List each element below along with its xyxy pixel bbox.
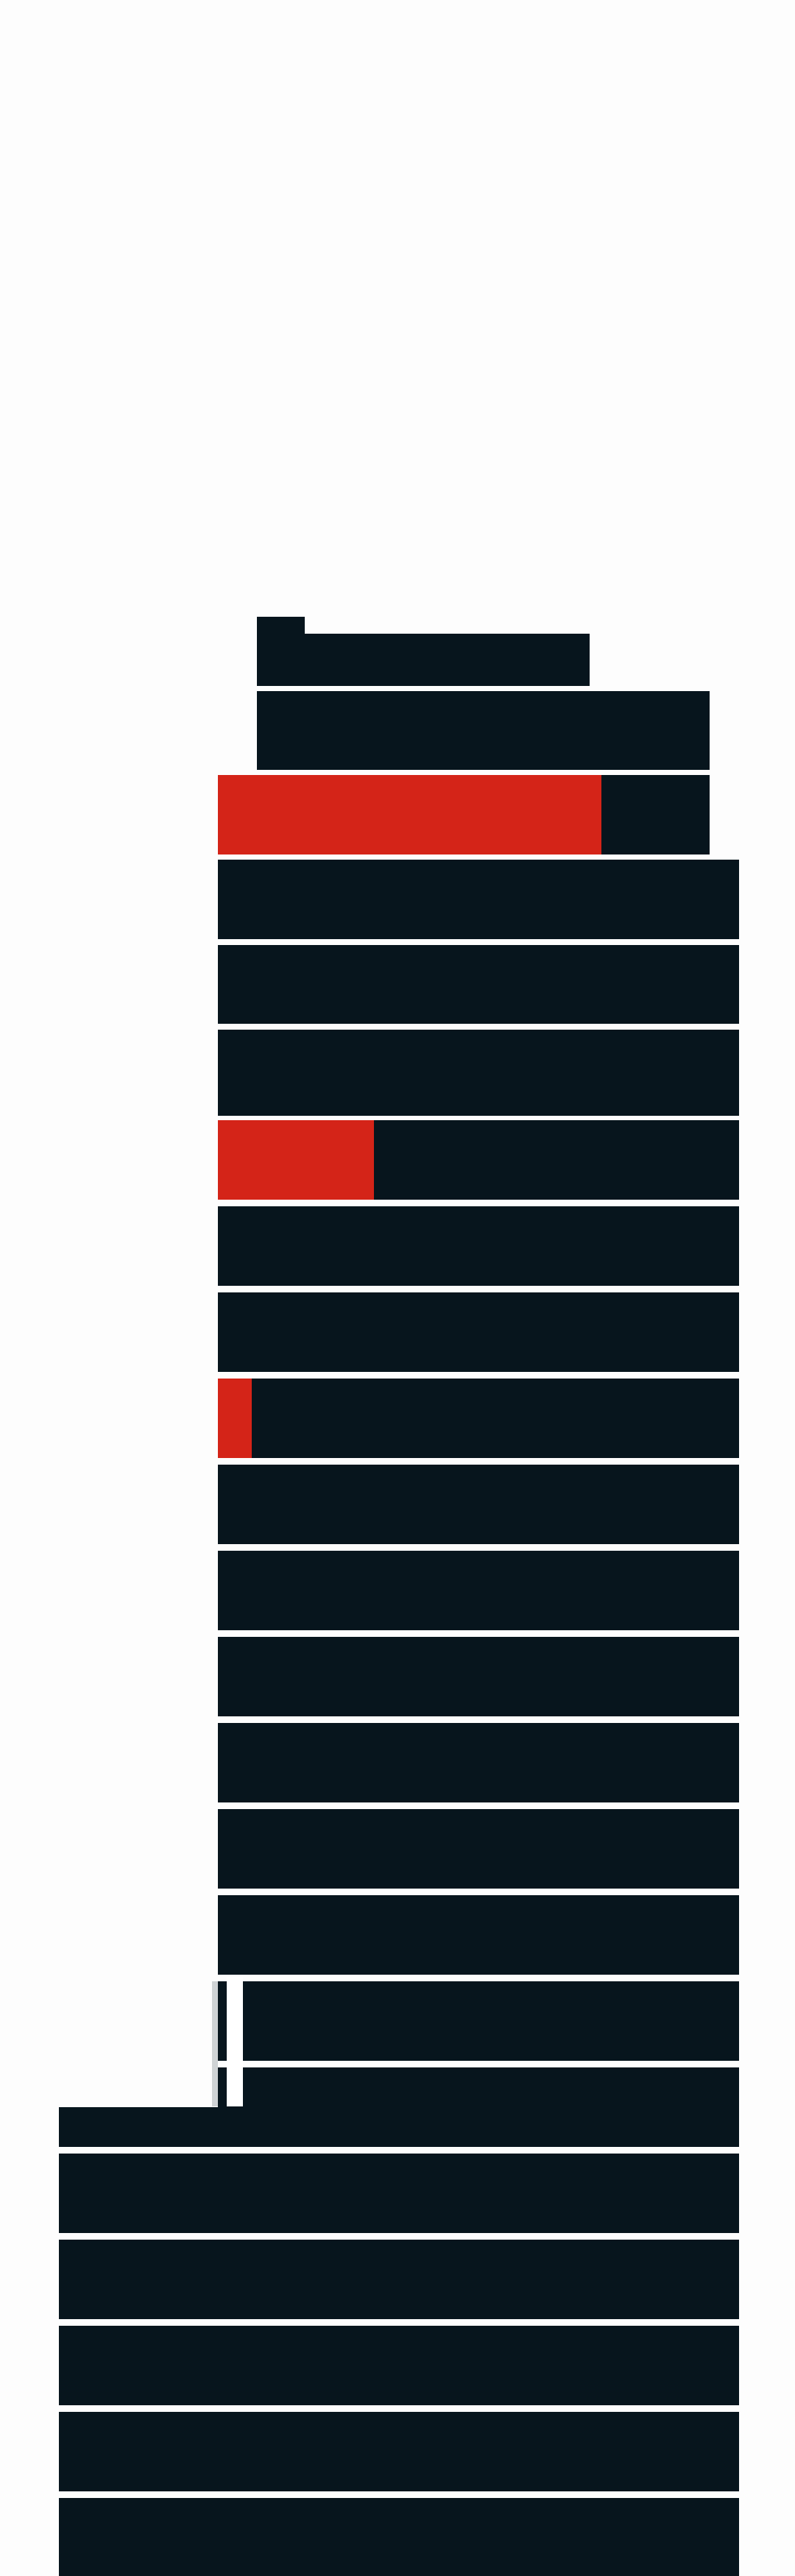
- floor-11: [218, 1637, 739, 1716]
- floor-3: [218, 945, 739, 1024]
- floor-15: [218, 1981, 739, 2061]
- floor-21: [59, 2412, 739, 2491]
- floor-4: [218, 1030, 739, 1116]
- rooftop-mechanical-block: [257, 634, 590, 686]
- floor-5-highlight: [218, 1120, 375, 1200]
- floor-0: [257, 691, 710, 770]
- floor-19: [59, 2240, 739, 2319]
- floor-9: [218, 1465, 739, 1544]
- floor-1-highlight: [218, 775, 602, 854]
- floor-13: [218, 1809, 739, 1889]
- floor-2: [218, 860, 739, 939]
- floor-6: [218, 1206, 739, 1286]
- floor-17: [59, 2107, 739, 2147]
- floor-8: [218, 1379, 739, 1458]
- column-gap-detail: [227, 1977, 243, 2106]
- floor-7: [218, 1292, 739, 1372]
- column-gap-left-edge: [212, 1981, 218, 2106]
- floor-18: [59, 2154, 739, 2233]
- floor-10: [218, 1551, 739, 1630]
- floor-5: [218, 1120, 739, 1200]
- floor-20: [59, 2326, 739, 2405]
- floor-22: [59, 2498, 739, 2576]
- floor-14: [218, 1895, 739, 1975]
- floor-12: [218, 1723, 739, 1802]
- floor-1: [218, 775, 710, 854]
- floor-8-highlight: [218, 1379, 252, 1458]
